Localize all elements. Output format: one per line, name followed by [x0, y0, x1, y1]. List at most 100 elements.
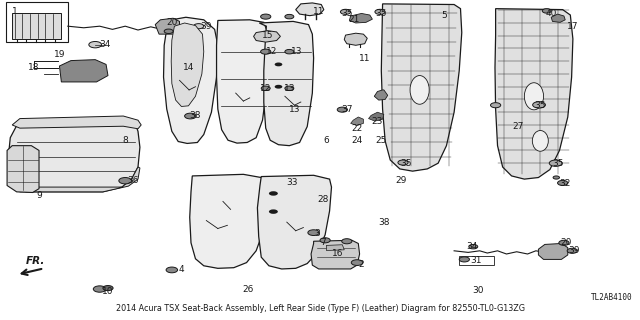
Text: 11: 11 — [359, 53, 371, 62]
Circle shape — [490, 103, 500, 108]
Circle shape — [260, 14, 271, 19]
Circle shape — [567, 248, 577, 253]
Text: 4: 4 — [179, 265, 184, 275]
Polygon shape — [189, 174, 266, 268]
Text: 26: 26 — [243, 284, 254, 293]
Text: 11: 11 — [313, 7, 324, 16]
Circle shape — [308, 230, 319, 236]
Polygon shape — [253, 31, 280, 42]
Text: 15: 15 — [262, 31, 273, 40]
Circle shape — [398, 160, 408, 165]
Circle shape — [557, 180, 568, 186]
Text: 38: 38 — [189, 111, 200, 120]
Polygon shape — [351, 117, 364, 125]
Text: 9: 9 — [36, 190, 42, 200]
Text: 35: 35 — [342, 9, 353, 18]
Text: 13: 13 — [289, 105, 300, 114]
Text: 35: 35 — [401, 159, 412, 168]
Polygon shape — [8, 119, 140, 192]
Circle shape — [460, 257, 469, 262]
Polygon shape — [164, 17, 218, 143]
Text: 37: 37 — [341, 105, 353, 114]
Circle shape — [340, 9, 351, 14]
Circle shape — [261, 86, 270, 91]
Text: 33: 33 — [286, 178, 298, 187]
Text: 30: 30 — [472, 286, 484, 295]
Text: 19: 19 — [54, 50, 66, 59]
Text: 25: 25 — [375, 136, 387, 145]
Text: 35: 35 — [534, 101, 546, 110]
Text: 20: 20 — [561, 238, 572, 247]
Text: 24: 24 — [351, 136, 363, 145]
Polygon shape — [12, 116, 141, 129]
Circle shape — [103, 285, 113, 291]
Text: 39: 39 — [568, 246, 580, 255]
Polygon shape — [216, 20, 268, 143]
Circle shape — [337, 107, 348, 112]
Circle shape — [320, 238, 330, 243]
Polygon shape — [311, 240, 360, 269]
Text: 34: 34 — [467, 242, 477, 251]
Circle shape — [285, 50, 294, 54]
Text: 2014 Acura TSX Seat-Back Assembly, Left Rear Side (Type F) (Leather) Diagram for: 2014 Acura TSX Seat-Back Assembly, Left … — [115, 304, 525, 313]
Ellipse shape — [524, 83, 543, 110]
Circle shape — [275, 85, 282, 89]
Text: 8: 8 — [122, 136, 128, 145]
Text: TL2AB4100: TL2AB4100 — [591, 293, 633, 302]
Text: 39: 39 — [200, 22, 212, 31]
Circle shape — [351, 260, 363, 266]
Circle shape — [468, 244, 477, 249]
Text: 29: 29 — [396, 176, 407, 185]
Text: 14: 14 — [184, 63, 195, 72]
Text: 12: 12 — [260, 84, 271, 93]
Text: 31: 31 — [470, 256, 482, 265]
Polygon shape — [259, 21, 314, 146]
Ellipse shape — [410, 76, 429, 104]
Polygon shape — [296, 3, 324, 16]
Text: 35: 35 — [552, 159, 563, 168]
Circle shape — [89, 42, 102, 48]
Polygon shape — [12, 13, 61, 39]
Circle shape — [285, 86, 294, 91]
Polygon shape — [551, 14, 565, 22]
Text: 16: 16 — [332, 250, 343, 259]
Polygon shape — [257, 175, 332, 269]
Circle shape — [542, 9, 551, 13]
Polygon shape — [374, 90, 388, 100]
Circle shape — [119, 178, 132, 184]
Text: 27: 27 — [512, 122, 524, 131]
Polygon shape — [156, 18, 179, 34]
Circle shape — [164, 29, 173, 34]
Circle shape — [375, 9, 385, 14]
Circle shape — [559, 240, 569, 245]
Text: 1: 1 — [12, 7, 18, 16]
Text: 13: 13 — [284, 84, 296, 93]
Circle shape — [532, 102, 545, 108]
Ellipse shape — [532, 131, 548, 151]
Circle shape — [193, 24, 204, 29]
Polygon shape — [344, 33, 367, 45]
Circle shape — [166, 267, 177, 273]
Text: 40: 40 — [545, 9, 557, 18]
Polygon shape — [369, 112, 384, 121]
Text: 34: 34 — [99, 40, 111, 49]
Circle shape — [275, 62, 282, 66]
Circle shape — [549, 160, 562, 166]
Text: 38: 38 — [379, 218, 390, 227]
Text: 28: 28 — [317, 195, 329, 204]
Text: 22: 22 — [351, 124, 363, 132]
Circle shape — [260, 49, 271, 54]
Text: 7: 7 — [320, 238, 326, 247]
Polygon shape — [326, 245, 344, 251]
Text: 17: 17 — [566, 22, 578, 31]
Polygon shape — [7, 146, 39, 193]
Text: 3: 3 — [314, 229, 320, 238]
Text: 21: 21 — [348, 15, 360, 24]
Circle shape — [184, 113, 196, 119]
Circle shape — [285, 14, 294, 19]
Circle shape — [269, 191, 278, 196]
Text: 36: 36 — [128, 176, 140, 185]
Polygon shape — [349, 13, 372, 23]
Polygon shape — [6, 2, 68, 42]
Polygon shape — [172, 23, 204, 107]
